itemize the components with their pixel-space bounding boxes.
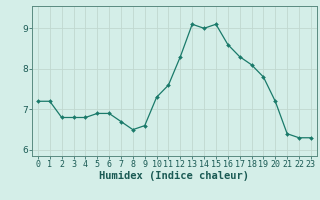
X-axis label: Humidex (Indice chaleur): Humidex (Indice chaleur): [100, 171, 249, 181]
